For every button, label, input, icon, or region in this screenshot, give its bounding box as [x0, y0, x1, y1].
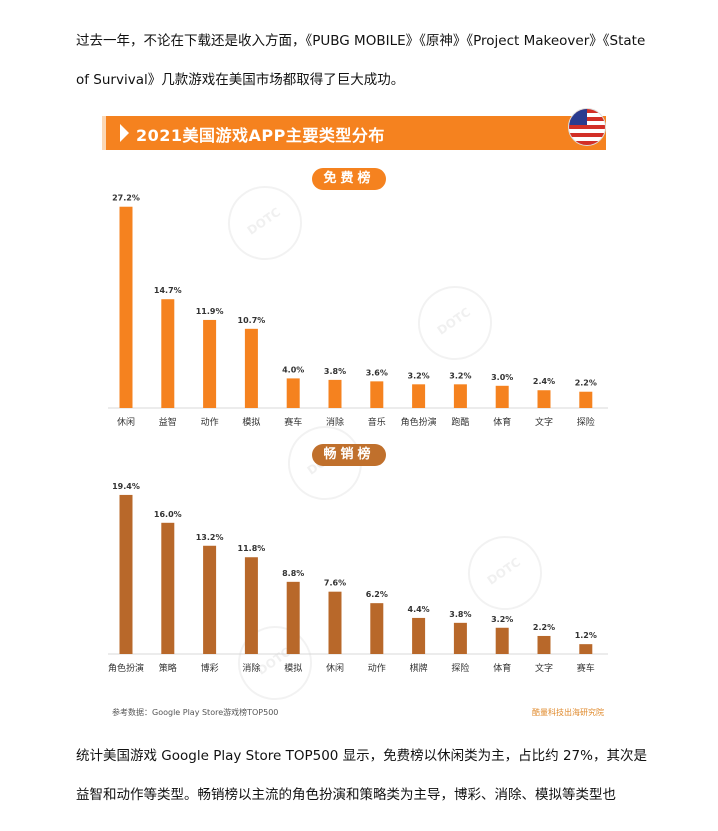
data-label: 16.0% — [154, 510, 182, 519]
category-tick-label: 动作 — [368, 662, 386, 674]
data-label: 27.2% — [112, 194, 140, 203]
bar — [412, 384, 426, 408]
data-label: 4.0% — [282, 365, 304, 374]
category-tick-label: 博彩 — [201, 662, 219, 674]
brand-footnote: 酷量科技出海研究院 — [532, 708, 604, 717]
bar — [370, 381, 384, 408]
figure-title: 2021美国游戏APP主要类型分布 — [136, 126, 385, 145]
category-tick-label: 文字 — [535, 416, 553, 428]
data-label: 3.8% — [449, 610, 471, 619]
category-tick-label: 探险 — [451, 662, 469, 674]
category-tick-label: 休闲 — [326, 662, 344, 674]
category-tick-label: 跑酷 — [451, 416, 469, 428]
data-label: 2.2% — [575, 379, 597, 388]
data-label: 8.8% — [282, 569, 304, 578]
category-tick-label: 赛车 — [284, 416, 302, 428]
data-label: 3.2% — [491, 615, 513, 624]
intro-paragraph: 过去一年，不论在下载还是收入方面，《PUBG MOBILE》《原神》《Proje… — [76, 33, 646, 88]
data-label: 19.4% — [112, 482, 140, 491]
bar — [537, 635, 551, 654]
bar — [286, 378, 300, 408]
data-label: 3.8% — [324, 367, 346, 376]
bar — [495, 627, 509, 654]
category-tick-label: 益智 — [159, 416, 177, 428]
bar — [119, 494, 133, 654]
chart-figure: DOTC DOTC DOTC DOTC DOTC 2021美国游戏APP主要类型… — [88, 106, 632, 726]
data-label: 11.9% — [196, 307, 224, 316]
bar — [203, 545, 217, 654]
category-tick-label: 模拟 — [284, 662, 302, 674]
data-label: 6.2% — [366, 590, 388, 599]
us-flag-icon — [568, 108, 606, 146]
category-tick-label: 体育 — [493, 662, 511, 674]
category-tick-label: 消除 — [242, 662, 260, 674]
bar — [537, 390, 551, 408]
bar — [453, 384, 467, 408]
summary-paragraph: 统计美国游戏 Google Play Store TOP500 显示，免费榜以休… — [76, 748, 647, 803]
data-label: 10.7% — [238, 316, 266, 325]
bar — [161, 522, 175, 654]
data-label: 2.2% — [533, 623, 555, 632]
source-footnote: 参考数据：Google Play Store游戏榜TOP500 — [112, 708, 279, 717]
bar-charts: 27.2% 休闲 14.7% 益智 11.9% 动作 10.7% 模拟 4.0% 赛车 3.8% 消除… — [108, 194, 608, 674]
bar — [370, 603, 384, 654]
category-tick-label: 棋牌 — [410, 662, 428, 674]
bar — [328, 379, 342, 408]
category-tick-label: 动作 — [201, 416, 219, 428]
category-tick-label: 文字 — [535, 662, 553, 674]
category-tick-label: 体育 — [493, 416, 511, 428]
category-tick-label: 赛车 — [577, 662, 595, 674]
category-tick-label: 策略 — [159, 662, 177, 674]
data-label: 3.2% — [449, 371, 471, 380]
bar — [244, 328, 258, 408]
bar — [203, 319, 217, 408]
data-label: 3.2% — [408, 371, 430, 380]
data-label: 3.0% — [491, 373, 513, 382]
category-tick-label: 消除 — [326, 416, 344, 428]
data-label: 4.4% — [408, 605, 430, 614]
bar — [286, 581, 300, 654]
data-label: 3.6% — [366, 368, 388, 377]
data-label: 1.2% — [575, 631, 597, 640]
category-tick-label: 探险 — [577, 416, 595, 428]
figure-banner: 2021美国游戏APP主要类型分布 — [102, 116, 606, 150]
bar — [328, 591, 342, 654]
category-tick-label: 角色扮演 — [401, 416, 437, 428]
category-tick-label: 角色扮演 — [108, 662, 144, 674]
bar — [412, 617, 426, 654]
category-tick-label: 音乐 — [368, 416, 386, 428]
data-label: 11.8% — [238, 544, 266, 553]
data-label: 2.4% — [533, 377, 555, 386]
category-tick-label: 模拟 — [242, 416, 260, 428]
category-tick-label: 休闲 — [117, 416, 135, 428]
bar — [453, 622, 467, 654]
data-label: 13.2% — [196, 533, 224, 542]
bar — [161, 299, 175, 408]
bar — [119, 206, 133, 408]
bar — [579, 391, 593, 408]
free-chart-title: 免费榜 — [312, 168, 386, 190]
data-label: 14.7% — [154, 286, 182, 295]
bar — [495, 385, 509, 408]
bar — [244, 557, 258, 654]
grossing-chart-title: 畅销榜 — [312, 444, 386, 466]
bar — [579, 644, 593, 654]
chevron-right-icon — [120, 124, 129, 142]
data-label: 7.6% — [324, 579, 346, 588]
